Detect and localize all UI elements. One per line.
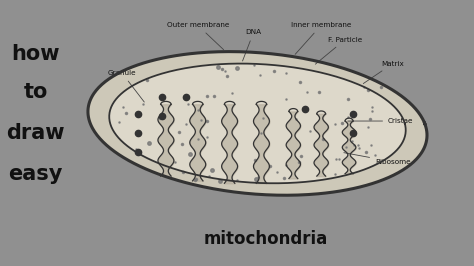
Polygon shape (109, 64, 406, 183)
Text: Matrix: Matrix (363, 61, 404, 84)
Text: Outer membrane: Outer membrane (166, 22, 229, 50)
Text: DNA: DNA (243, 30, 262, 61)
Text: Granule: Granule (108, 70, 144, 102)
Text: how: how (11, 44, 60, 64)
Text: to: to (23, 82, 48, 102)
Text: draw: draw (6, 123, 65, 143)
Text: mitochondria: mitochondria (203, 230, 328, 248)
Text: easy: easy (9, 164, 63, 184)
Text: Cristae: Cristae (348, 118, 413, 124)
Text: Inner membrane: Inner membrane (291, 22, 351, 54)
Text: F. Particle: F. Particle (315, 37, 362, 64)
Text: Ribosome: Ribosome (344, 153, 410, 165)
Polygon shape (88, 52, 427, 195)
